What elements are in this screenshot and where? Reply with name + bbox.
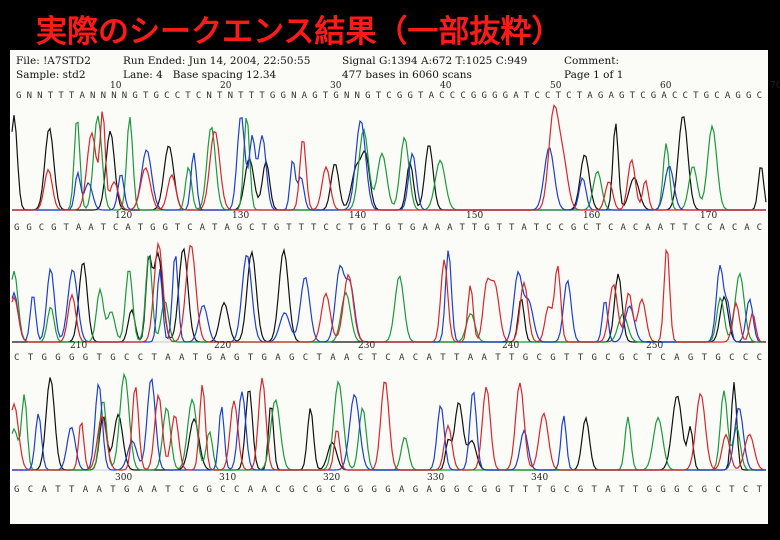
position-label: 170	[700, 211, 717, 221]
position-label: 30	[330, 81, 342, 91]
position-label: 10	[110, 81, 122, 91]
position-label: 150	[466, 211, 483, 221]
sample: Sample: std2	[16, 69, 86, 81]
position-label: 70	[770, 81, 780, 91]
position-label: 310	[219, 473, 236, 483]
position-label: 160	[583, 211, 600, 221]
position-label: 40	[440, 81, 452, 91]
run: Run Ended: Jun 14, 2004, 22:50:55	[123, 55, 310, 67]
lane: Lane: 4 Base spacing 12.34	[123, 69, 277, 81]
position-label: 120	[115, 211, 132, 221]
position-label: 130	[232, 211, 249, 221]
position-label: 50	[550, 81, 562, 91]
slide-title: 実際のシークエンス結果（一部抜粋）	[36, 14, 562, 50]
trace	[12, 104, 766, 211]
position-label: 220	[214, 341, 231, 351]
position-label: 330	[427, 473, 444, 483]
position-label: 140	[349, 211, 366, 221]
position-label: 60	[660, 81, 672, 91]
sequence: GNNTTTANNNNGTGCCTCNTNTTTGGNAGTGNNGTCGGTA…	[16, 91, 762, 101]
position-label: 250	[646, 341, 663, 351]
trace	[11, 255, 766, 343]
position-label: 300	[115, 473, 132, 483]
bases: 477 bases in 6060 scans	[342, 69, 472, 81]
file: File: !A7STD2	[16, 55, 91, 67]
trace	[11, 241, 766, 343]
position-label: 340	[531, 473, 548, 483]
trace	[11, 377, 767, 471]
sequence: GGCGTAATCATGGTCATAGCTGTTTCCTGTGTGAAATTGT…	[14, 223, 762, 233]
position-label: 230	[358, 341, 375, 351]
sequence: GCATTAATGAATCGGCCAACGCGCGGGGAGAGGCGGTTTG…	[14, 485, 763, 495]
position-label: 210	[70, 341, 87, 351]
position-label: 20	[220, 81, 232, 91]
position-label: 320	[323, 473, 340, 483]
signal: Signal G:1394 A:672 T:1025 C:949	[342, 55, 527, 67]
comment: Comment:	[564, 55, 619, 67]
printout	[10, 50, 768, 524]
page-number: Page 1 of 1	[564, 69, 623, 81]
position-label: 240	[502, 341, 519, 351]
sequence: CTGGGGTGCCTAATGAGTGAGCTAACTCACATTAATTGCG…	[14, 353, 762, 363]
